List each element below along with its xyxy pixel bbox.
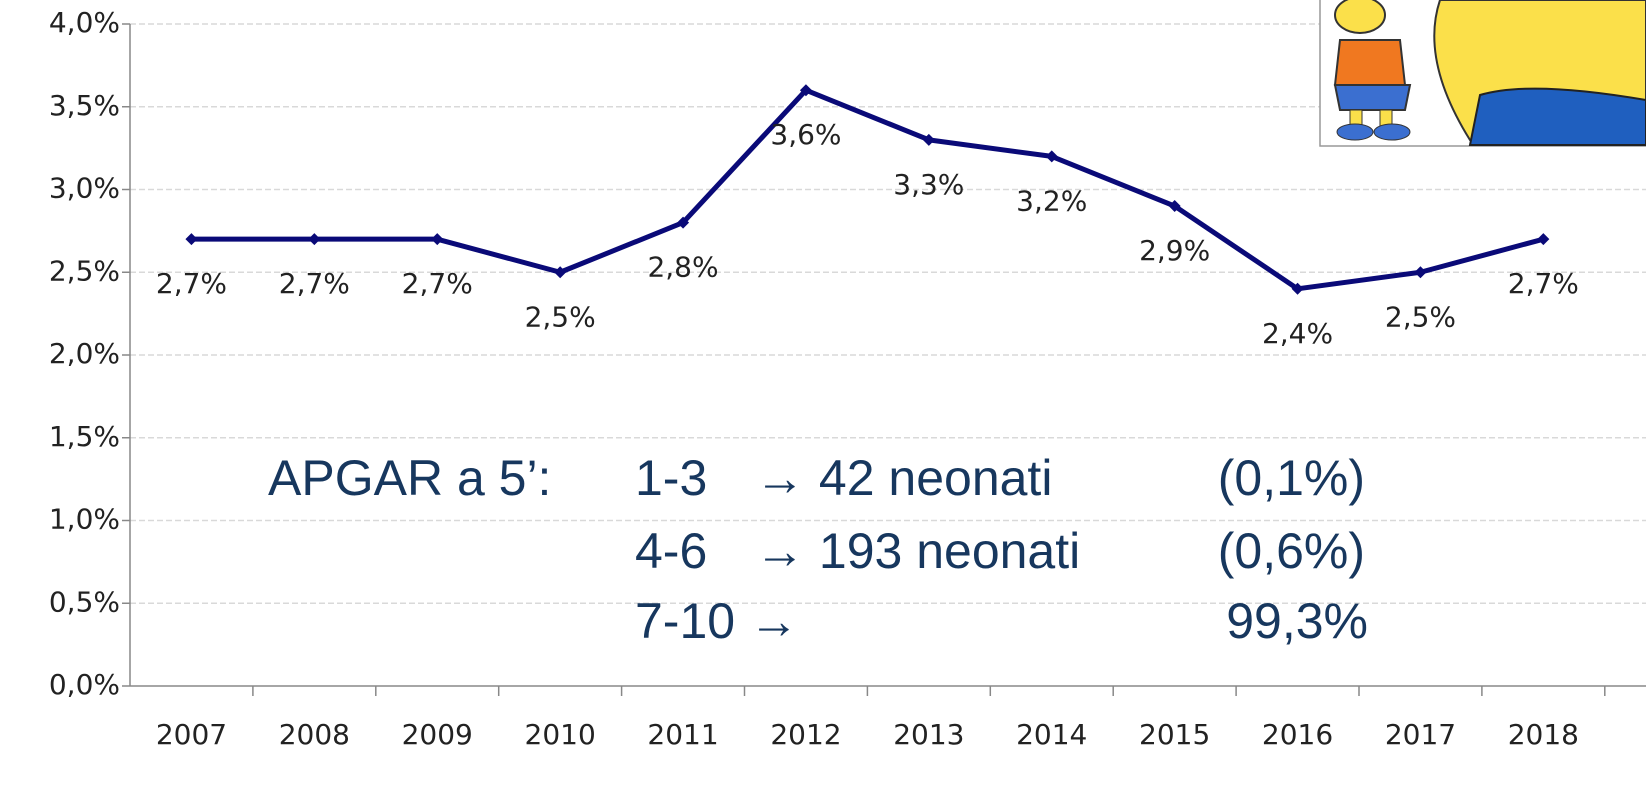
x-tick-label: 2012 — [770, 718, 841, 751]
page: 0,0% 0,5% 1,0% 1,5% 2,0% 2,5% 3,0% 3,5% 4,0% 2007… — [0, 0, 1646, 787]
x-tick-label: 2009 — [402, 718, 473, 751]
marker — [431, 233, 443, 245]
value-label: 2,7% — [1508, 267, 1579, 300]
chart: 0,0% 0,5% 1,0% 1,5% 2,0% 2,5% 3,0% 3,5% 4,0% 2007… — [0, 0, 1646, 787]
y-tick-label: 1,0% — [49, 503, 120, 536]
x-tick-label: 2010 — [525, 718, 596, 751]
annotation-label: APGAR a 5’: — [268, 450, 551, 506]
annotation-range: 4-6 — [635, 523, 707, 579]
value-label: 2,7% — [156, 267, 227, 300]
x-tick-label: 2014 — [1016, 718, 1087, 751]
x-tick-label: 2007 — [156, 718, 227, 751]
value-label: 2,9% — [1139, 234, 1210, 267]
x-tick-label: 2017 — [1385, 718, 1456, 751]
value-label: 2,7% — [402, 267, 473, 300]
annotation: APGAR a 5’: 1-3 → 42 neonati (0,1%) 4-6 … — [268, 450, 1368, 649]
value-label: 3,2% — [1016, 184, 1087, 217]
value-label: 2,8% — [647, 251, 718, 284]
x-tick-label: 2011 — [647, 718, 718, 751]
x-tick-label: 2015 — [1139, 718, 1210, 751]
value-label: 2,5% — [1385, 300, 1456, 333]
value-label: 2,7% — [279, 267, 350, 300]
annotation-share: (0,1%) — [1218, 450, 1365, 506]
cartoon — [1320, 0, 1646, 146]
x-tick-label: 2018 — [1508, 718, 1579, 751]
y-tick-label: 2,5% — [49, 254, 120, 287]
x-tick-label: 2016 — [1262, 718, 1333, 751]
annotation-count: → 193 neonati — [755, 523, 1080, 579]
marker — [185, 233, 197, 245]
annotation-range: 1-3 — [635, 450, 707, 506]
y-tick-label: 3,5% — [49, 89, 120, 122]
y-tick-label: 0,0% — [49, 668, 120, 701]
y-tick-label: 3,0% — [49, 172, 120, 205]
x-tick-label: 2013 — [893, 718, 964, 751]
y-tick-label: 4,0% — [49, 6, 120, 39]
x-tick-label: 2008 — [279, 718, 350, 751]
y-tick-label: 2,0% — [49, 337, 120, 370]
y-tick-label: 0,5% — [49, 585, 120, 618]
marker — [308, 233, 320, 245]
value-label: 3,6% — [770, 118, 841, 151]
marker — [1537, 233, 1549, 245]
value-label: 2,5% — [525, 300, 596, 333]
annotation-share: 99,3% — [1226, 593, 1368, 649]
annotation-range: 7-10 → — [635, 593, 799, 649]
y-tick-label: 1,5% — [49, 420, 120, 453]
marker — [1414, 266, 1426, 278]
annotation-share: (0,6%) — [1218, 523, 1365, 579]
value-label: 2,4% — [1262, 317, 1333, 350]
value-label: 3,3% — [893, 168, 964, 201]
annotation-count: → 42 neonati — [755, 450, 1052, 506]
